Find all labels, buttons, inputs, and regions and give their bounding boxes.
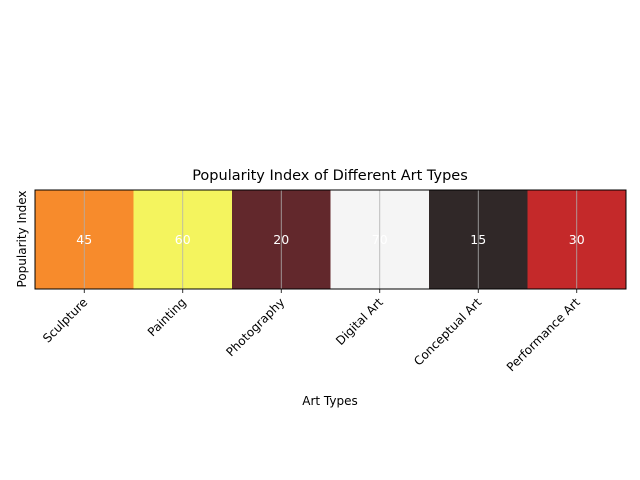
value-label: 15 <box>470 232 486 247</box>
value-label: 20 <box>273 232 289 247</box>
grid-lines <box>83 190 578 289</box>
value-label: 45 <box>76 232 92 247</box>
value-labels: 45 60 20 70 15 30 <box>76 232 584 247</box>
value-label: 70 <box>372 232 388 247</box>
value-label: 30 <box>569 232 585 247</box>
value-label: 60 <box>175 232 191 247</box>
heatmap-cells <box>35 190 627 289</box>
chart-title: Popularity Index of Different Art Types <box>192 168 468 184</box>
plot-frame <box>34 189 627 290</box>
x-axis-label: Art Types <box>302 394 357 408</box>
y-axis-label: Popularity Index <box>15 191 29 288</box>
